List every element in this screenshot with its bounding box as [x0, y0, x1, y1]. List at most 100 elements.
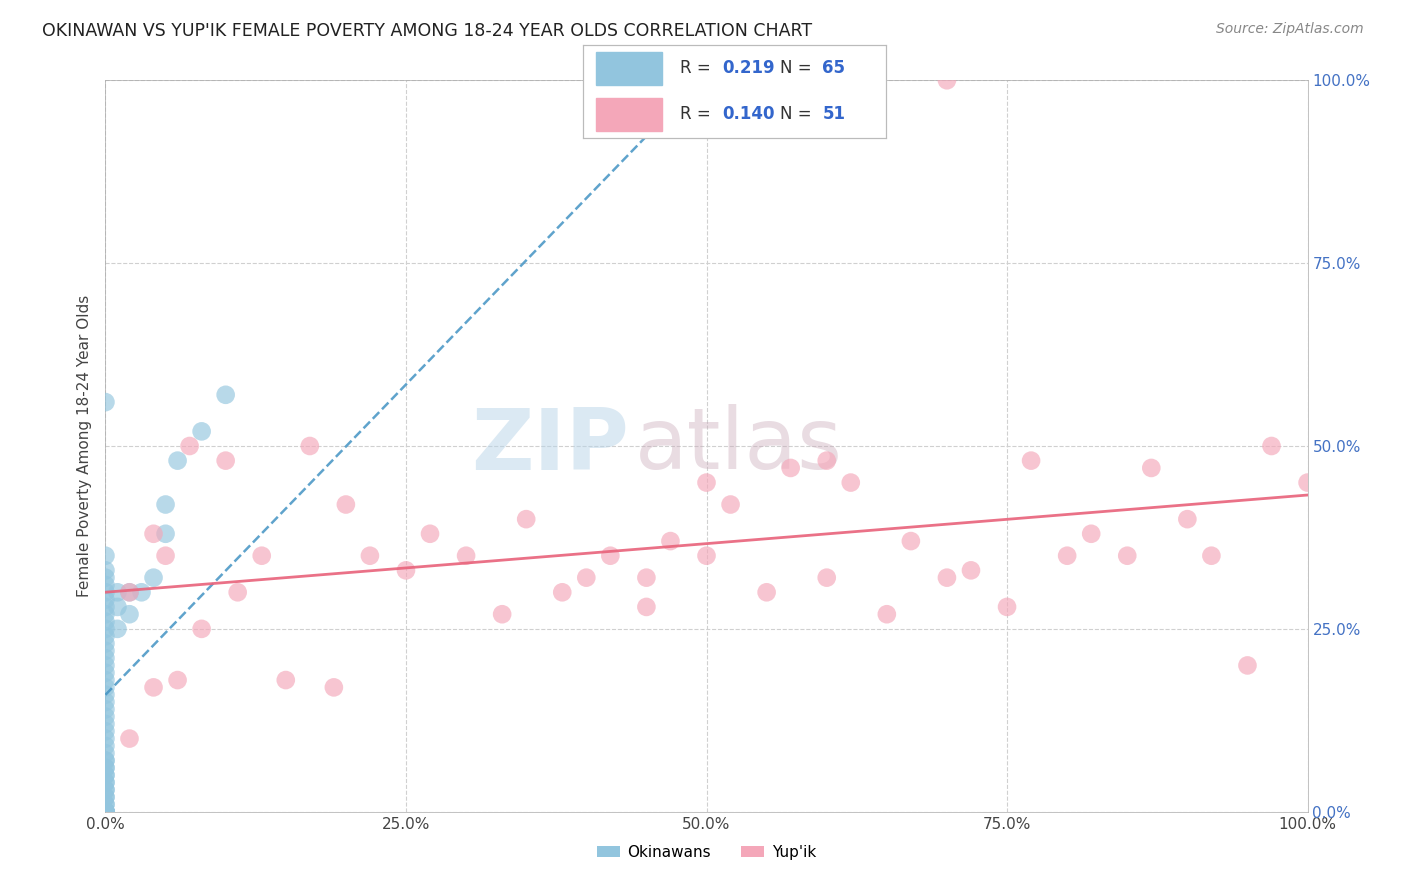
- Point: [94, 731, 117, 746]
- Point: [94, 599, 117, 614]
- Point: [179, 439, 201, 453]
- Point: [94, 673, 117, 687]
- Point: [491, 607, 513, 622]
- Point: [94, 805, 117, 819]
- Point: [298, 439, 321, 453]
- Point: [94, 805, 117, 819]
- Point: [94, 585, 117, 599]
- Point: [214, 388, 236, 402]
- Point: [322, 681, 344, 695]
- Point: [214, 453, 236, 467]
- Point: [720, 498, 742, 512]
- Point: [94, 797, 117, 812]
- Point: [94, 549, 117, 563]
- Point: [155, 498, 177, 512]
- Point: [876, 607, 898, 622]
- Point: [454, 549, 477, 563]
- Point: [94, 651, 117, 665]
- Bar: [596, 52, 662, 85]
- Legend: Okinawans, Yup'ik: Okinawans, Yup'ik: [591, 839, 823, 866]
- Text: 51: 51: [823, 105, 845, 123]
- Point: [94, 695, 117, 709]
- Point: [995, 599, 1018, 614]
- Point: [94, 761, 117, 775]
- Y-axis label: Female Poverty Among 18-24 Year Olds: Female Poverty Among 18-24 Year Olds: [77, 295, 93, 597]
- Point: [274, 673, 297, 687]
- Point: [94, 578, 117, 592]
- Point: [94, 797, 117, 812]
- Point: [94, 636, 117, 650]
- Text: 0.140: 0.140: [723, 105, 775, 123]
- Bar: [596, 98, 662, 131]
- Point: [94, 761, 117, 775]
- Point: [696, 549, 718, 563]
- Point: [94, 805, 117, 819]
- Point: [94, 782, 117, 797]
- Point: [94, 805, 117, 819]
- Point: [335, 498, 357, 512]
- Point: [118, 585, 141, 599]
- Point: [94, 782, 117, 797]
- Point: [94, 805, 117, 819]
- Text: OKINAWAN VS YUP'IK FEMALE POVERTY AMONG 18-24 YEAR OLDS CORRELATION CHART: OKINAWAN VS YUP'IK FEMALE POVERTY AMONG …: [42, 22, 813, 40]
- Point: [250, 549, 273, 563]
- Point: [1236, 658, 1258, 673]
- Point: [755, 585, 778, 599]
- Point: [1019, 453, 1042, 467]
- Point: [94, 790, 117, 805]
- Point: [94, 805, 117, 819]
- Point: [94, 571, 117, 585]
- Point: [1260, 439, 1282, 453]
- Text: atlas: atlas: [634, 404, 842, 488]
- Point: [107, 622, 129, 636]
- Point: [190, 622, 212, 636]
- Point: [636, 571, 658, 585]
- Point: [94, 790, 117, 805]
- Point: [551, 585, 574, 599]
- Point: [166, 673, 188, 687]
- Point: [94, 724, 117, 739]
- Point: [395, 563, 418, 577]
- Point: [155, 526, 177, 541]
- Point: [1116, 549, 1139, 563]
- Point: [792, 73, 814, 87]
- Point: [94, 702, 117, 716]
- Point: [142, 681, 165, 695]
- Point: [599, 549, 621, 563]
- Point: [1296, 475, 1319, 490]
- Point: [94, 746, 117, 760]
- Point: [155, 549, 177, 563]
- Point: [94, 768, 117, 782]
- Point: [936, 571, 959, 585]
- Text: R =: R =: [681, 60, 716, 78]
- Point: [936, 73, 959, 87]
- Point: [94, 615, 117, 629]
- Point: [190, 425, 212, 439]
- Point: [815, 453, 838, 467]
- Point: [94, 688, 117, 702]
- Point: [900, 534, 922, 549]
- Point: [107, 599, 129, 614]
- Point: [1175, 512, 1198, 526]
- Point: [94, 665, 117, 680]
- Text: Source: ZipAtlas.com: Source: ZipAtlas.com: [1216, 22, 1364, 37]
- Point: [94, 622, 117, 636]
- Point: [636, 599, 658, 614]
- Point: [696, 475, 718, 490]
- Point: [94, 681, 117, 695]
- Point: [839, 475, 862, 490]
- Point: [94, 717, 117, 731]
- Point: [94, 754, 117, 768]
- Point: [142, 571, 165, 585]
- Point: [815, 571, 838, 585]
- Point: [94, 805, 117, 819]
- Point: [107, 585, 129, 599]
- Point: [118, 607, 141, 622]
- Point: [94, 709, 117, 723]
- Point: [779, 461, 801, 475]
- Point: [659, 534, 682, 549]
- Point: [1201, 549, 1223, 563]
- Point: [575, 571, 598, 585]
- Point: [94, 592, 117, 607]
- Point: [94, 658, 117, 673]
